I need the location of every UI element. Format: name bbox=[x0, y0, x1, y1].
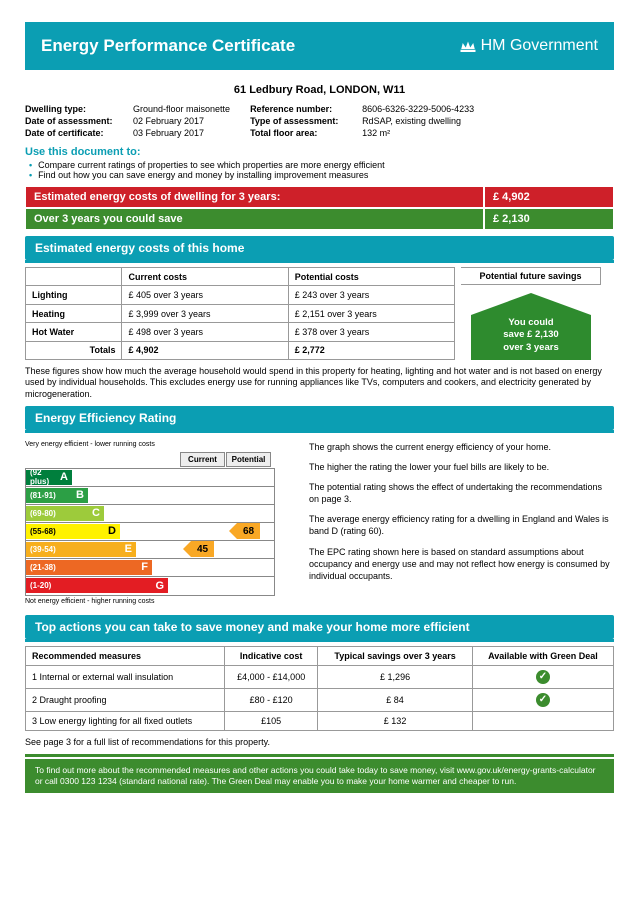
meta-block: Dwelling type:Ground-floor maisonetteDat… bbox=[25, 104, 614, 138]
actions-table: Recommended measures Indicative cost Typ… bbox=[25, 646, 614, 731]
potential-rating-pointer: 68 bbox=[229, 523, 260, 539]
save-banner: Over 3 years you could save £ 2,130 bbox=[25, 208, 614, 230]
costs-section-title: Estimated energy costs of this home bbox=[25, 236, 614, 260]
check-icon: ✓ bbox=[536, 693, 550, 707]
actions-section-title: Top actions you can take to save money a… bbox=[25, 615, 614, 639]
current-rating-pointer: 45 bbox=[183, 541, 214, 557]
costs-note: These figures show how much the average … bbox=[25, 366, 614, 400]
gov-text: HM Government bbox=[481, 37, 598, 55]
check-icon: ✓ bbox=[536, 670, 550, 684]
see-more-note: See page 3 for a full list of recommenda… bbox=[25, 737, 614, 748]
use-doc-title: Use this document to: bbox=[25, 146, 614, 158]
property-address: 61 Ledbury Road, LONDON, W11 bbox=[25, 84, 614, 96]
savings-box: Potential future savings You could save … bbox=[461, 267, 601, 360]
gov-brand: HM Government bbox=[459, 37, 598, 55]
cost-banner: Estimated energy costs of dwelling for 3… bbox=[25, 186, 614, 208]
doc-title: Energy Performance Certificate bbox=[41, 36, 295, 56]
header: Energy Performance Certificate HM Govern… bbox=[25, 22, 614, 70]
efficiency-chart: Very energy efficient - lower running co… bbox=[25, 441, 295, 605]
savings-arrow-icon: You could save £ 2,130 over 3 years bbox=[471, 293, 591, 360]
rating-section-title: Energy Efficiency Rating bbox=[25, 406, 614, 430]
use-doc-list: Compare current ratings of properties to… bbox=[25, 160, 614, 180]
footer-info: To find out more about the recommended m… bbox=[25, 759, 614, 793]
rating-description: The graph shows the current energy effic… bbox=[309, 441, 614, 605]
costs-table: Current costsPotential costs Lighting£ 4… bbox=[25, 267, 455, 360]
crown-icon bbox=[459, 38, 477, 54]
